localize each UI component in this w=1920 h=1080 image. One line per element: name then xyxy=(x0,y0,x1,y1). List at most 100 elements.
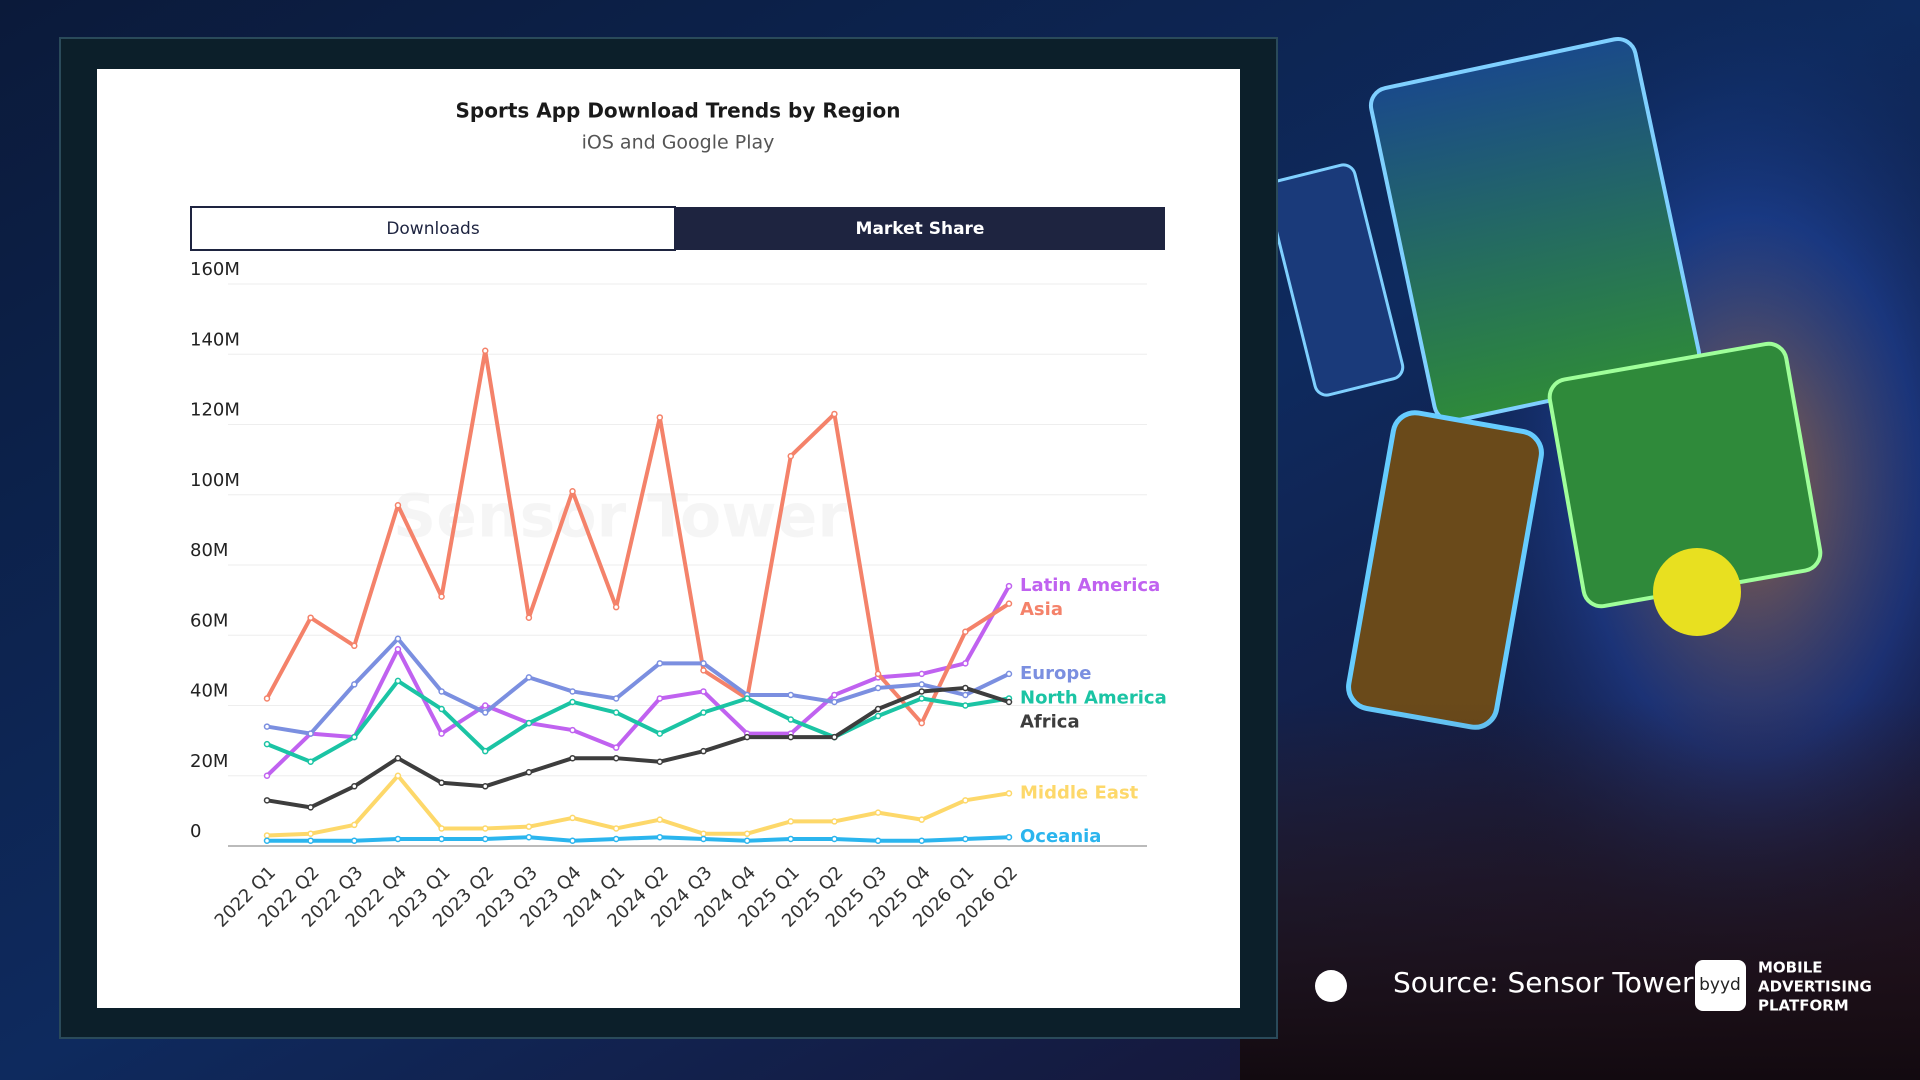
point xyxy=(263,797,271,804)
point xyxy=(612,603,620,611)
point xyxy=(962,835,969,843)
point xyxy=(962,691,969,699)
legend-label: Africa xyxy=(1020,711,1080,732)
point xyxy=(743,695,751,702)
point xyxy=(612,744,620,751)
point xyxy=(263,695,271,702)
source-dot xyxy=(1315,970,1347,1002)
point xyxy=(962,797,969,804)
point xyxy=(525,833,533,841)
legend-label: Europe xyxy=(1020,663,1091,684)
point xyxy=(1005,790,1013,797)
point xyxy=(351,821,358,829)
point xyxy=(394,677,402,685)
point xyxy=(656,730,664,737)
y-tick-label: 60M xyxy=(190,610,228,631)
point xyxy=(874,837,882,844)
point xyxy=(438,779,445,787)
point xyxy=(525,614,533,621)
point xyxy=(918,837,925,844)
point xyxy=(481,835,489,843)
point xyxy=(307,614,314,621)
legend-label: Middle East xyxy=(1020,782,1139,803)
point xyxy=(918,688,925,695)
y-tick-label: 20M xyxy=(190,751,228,772)
legend-label: North America xyxy=(1020,687,1167,708)
point xyxy=(525,719,533,727)
point xyxy=(394,835,402,843)
point xyxy=(394,635,402,643)
brand-logo-box xyxy=(1695,960,1746,1011)
y-tick-label: 160M xyxy=(190,259,240,280)
point xyxy=(438,730,445,737)
point xyxy=(351,783,358,790)
point xyxy=(569,754,576,762)
tab-label[interactable]: Downloads xyxy=(386,219,480,239)
point xyxy=(700,709,707,716)
point xyxy=(700,667,707,674)
point xyxy=(787,835,795,843)
point xyxy=(787,716,795,723)
point xyxy=(787,452,795,460)
point xyxy=(438,705,445,713)
point xyxy=(307,837,314,844)
point xyxy=(700,660,707,667)
point xyxy=(351,681,358,688)
y-tick-label: 0 xyxy=(190,821,201,842)
tab-market-share[interactable] xyxy=(675,207,1165,250)
point xyxy=(263,740,271,748)
point xyxy=(612,709,620,716)
point xyxy=(962,628,969,635)
point xyxy=(656,660,664,667)
point xyxy=(307,830,314,837)
watermark: Sensor Tower xyxy=(393,482,847,552)
point xyxy=(569,837,576,844)
point xyxy=(1005,698,1013,706)
point xyxy=(656,758,664,765)
point xyxy=(831,691,838,699)
point xyxy=(656,414,664,421)
point xyxy=(394,754,402,762)
point xyxy=(351,642,358,650)
point xyxy=(831,835,838,843)
tab-downloads[interactable] xyxy=(190,206,676,251)
illustration-ball xyxy=(1653,548,1741,636)
point xyxy=(700,830,707,837)
point xyxy=(1005,670,1013,678)
point xyxy=(743,837,751,844)
brand-logo: byyd xyxy=(1699,975,1741,995)
point xyxy=(569,487,576,495)
point xyxy=(612,754,620,762)
point xyxy=(569,688,576,695)
y-tick-label: 120M xyxy=(190,400,240,421)
point xyxy=(569,726,576,734)
tab-label[interactable]: Market Share xyxy=(856,219,985,239)
point xyxy=(874,809,882,816)
point xyxy=(481,702,489,709)
point xyxy=(656,833,664,841)
point xyxy=(438,688,445,695)
point xyxy=(307,758,314,765)
point xyxy=(656,816,664,823)
point xyxy=(962,660,969,667)
point xyxy=(918,681,925,688)
series-line xyxy=(265,835,1011,843)
point xyxy=(394,772,402,779)
point xyxy=(481,747,489,755)
point xyxy=(874,705,882,713)
point xyxy=(263,837,271,844)
point xyxy=(307,730,314,737)
point xyxy=(351,733,358,741)
point xyxy=(525,674,533,681)
point xyxy=(438,835,445,843)
point xyxy=(263,772,271,779)
point xyxy=(569,814,576,822)
point xyxy=(481,825,489,832)
point xyxy=(656,695,664,702)
point xyxy=(481,347,489,354)
point xyxy=(438,593,445,600)
point xyxy=(612,835,620,843)
brand-tagline: MOBILE xyxy=(1758,959,1823,977)
series-line xyxy=(265,348,1011,726)
